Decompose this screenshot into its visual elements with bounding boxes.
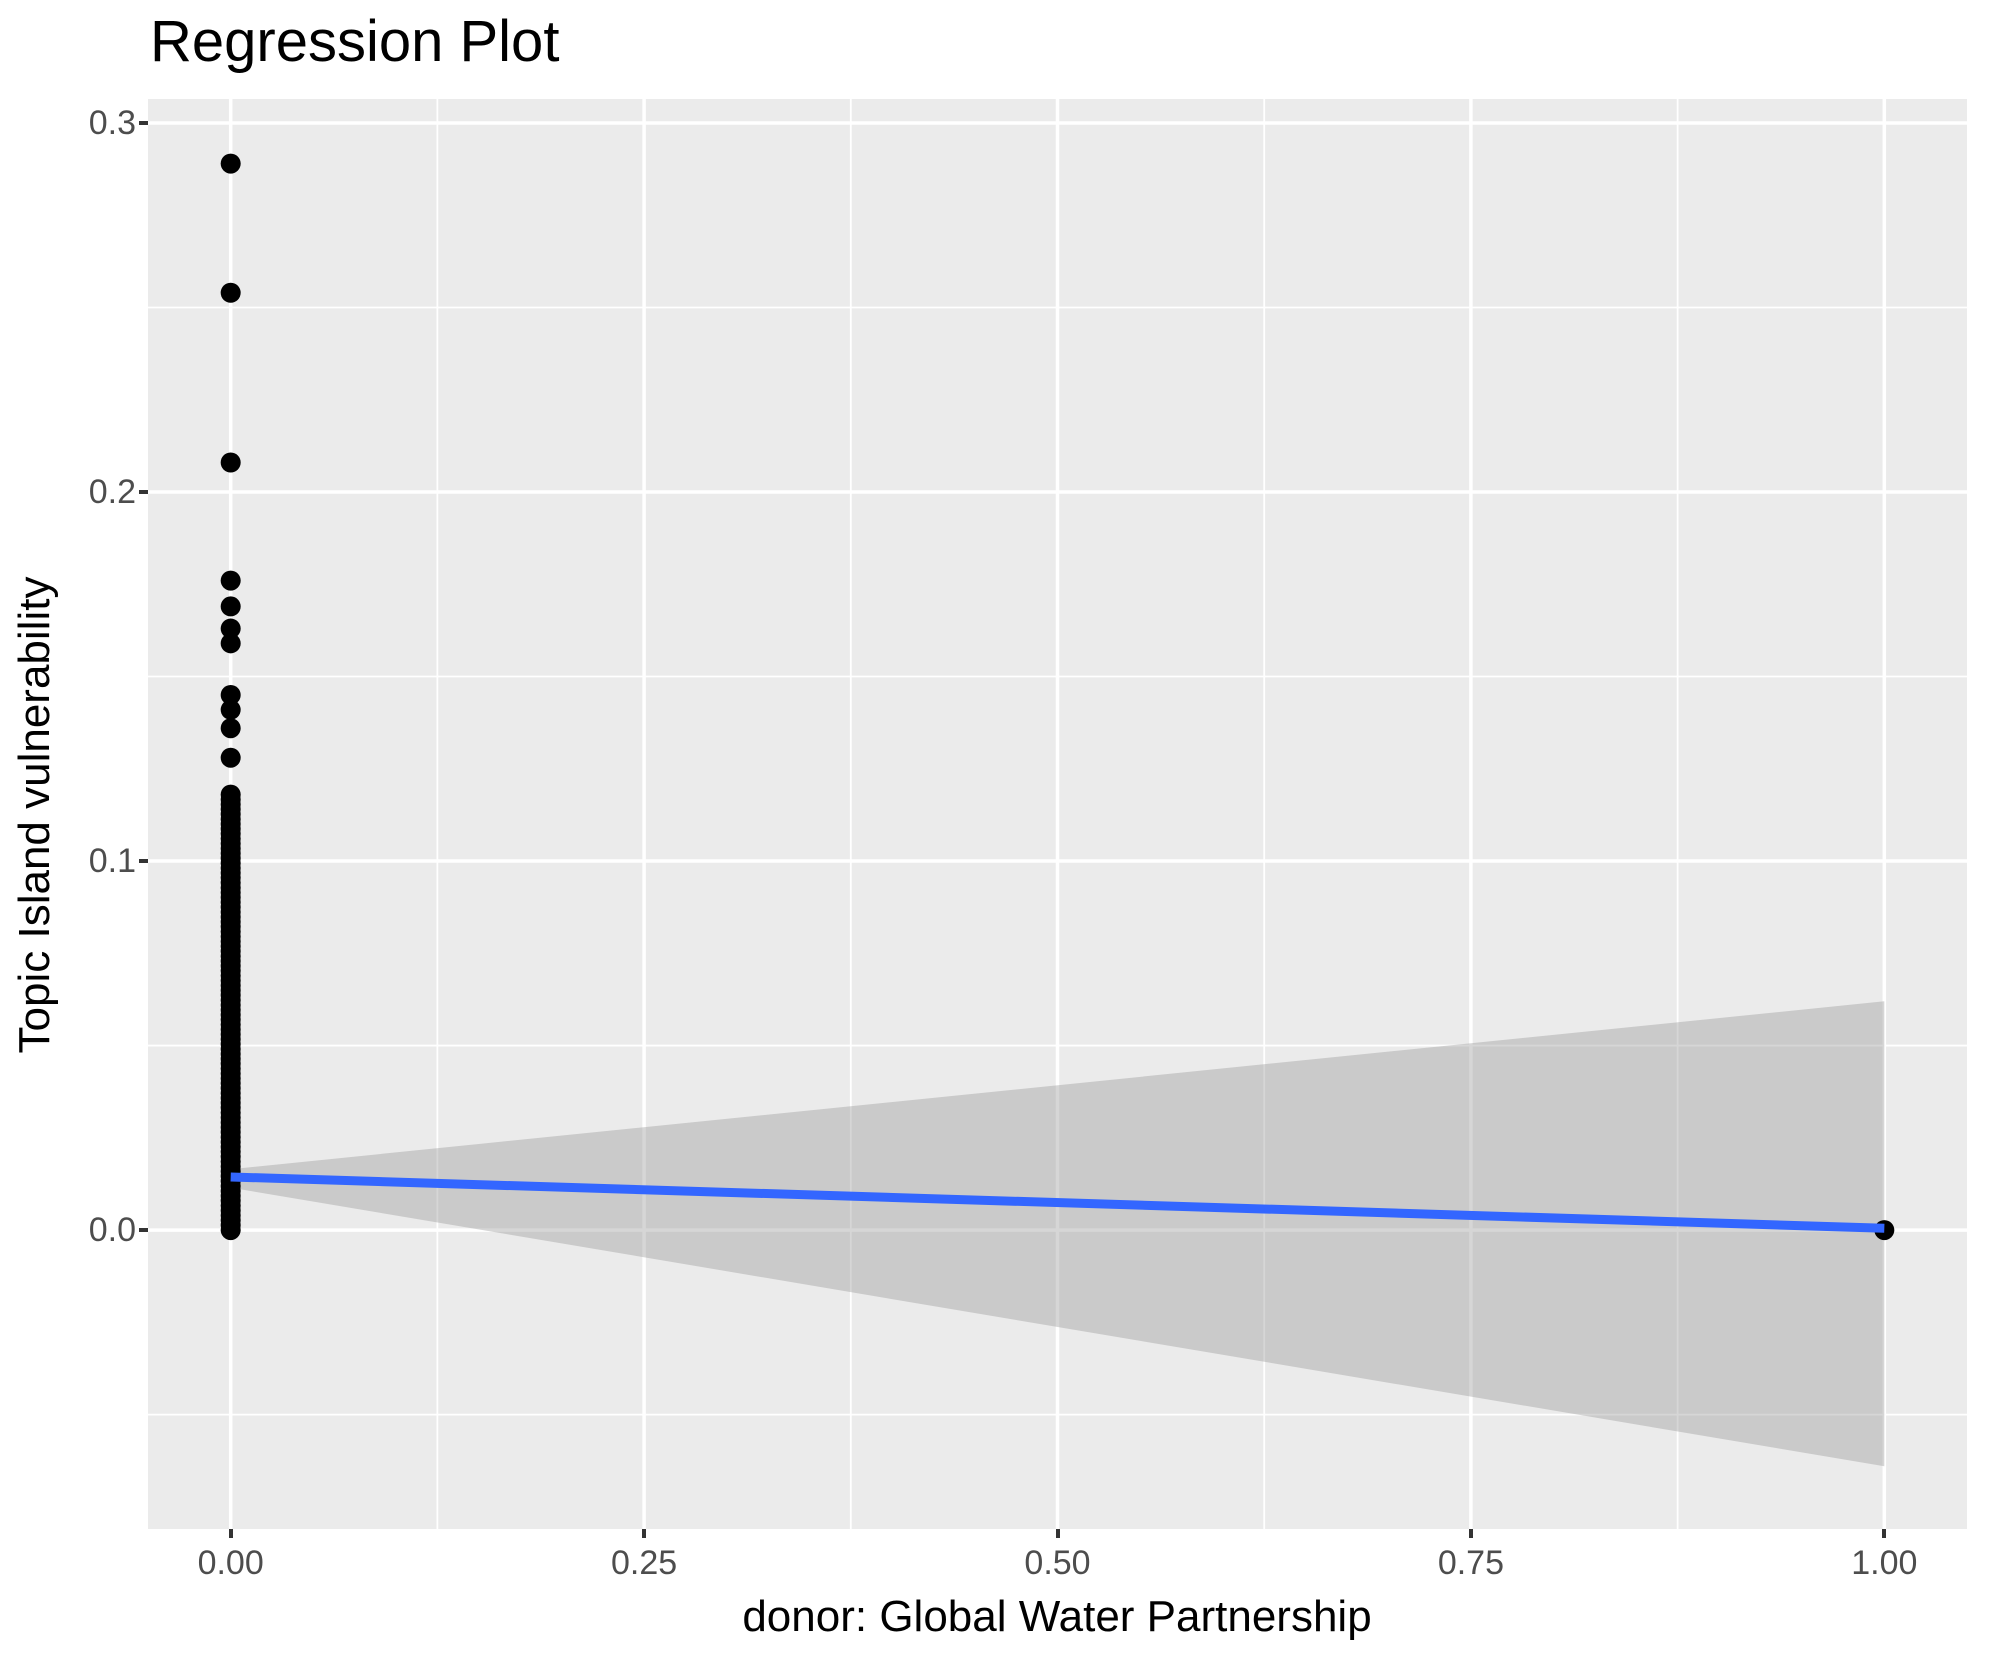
data-point [220,282,241,303]
y-tick-label: 0.0 [88,1211,136,1250]
x-tick-label: 0.75 [1437,1544,1504,1582]
x-tick-mark [1882,1529,1887,1538]
data-point [220,153,241,174]
data-point [220,570,241,591]
y-tick-mark [139,1228,148,1233]
data-point [220,784,241,805]
data-point [220,747,241,768]
data-point [220,618,241,639]
y-tick-label: 0.3 [88,103,136,142]
plot-canvas [148,99,1967,1529]
y-tick-label: 0.2 [88,473,136,512]
data-point [220,596,241,617]
x-tick-mark [1055,1529,1060,1538]
y-axis-title: Topic Island vulnerability [10,576,59,1054]
x-axis-title: donor: Global Water Partnership [742,1592,1372,1641]
data-point [220,718,241,739]
x-tick-label: 0.25 [610,1544,678,1582]
y-tick-label: 0.1 [88,842,136,881]
x-tick-mark [642,1529,647,1538]
x-tick-label: 1.00 [1851,1544,1918,1582]
confidence-band [230,1001,1885,1467]
x-tick-label: 0.00 [197,1544,264,1582]
scatter-points [220,153,1895,1241]
data-point [220,684,241,705]
regression-line [230,1172,1885,1233]
data-point [220,452,241,473]
y-tick-mark [139,120,148,125]
data-point [220,699,241,720]
y-tick-mark [139,490,148,495]
x-tick-mark [228,1529,233,1538]
y-tick-mark [139,859,148,864]
x-tick-mark [1468,1529,1473,1538]
x-tick-label: 0.50 [1024,1544,1091,1582]
page-title: Regression Plot [150,9,560,74]
plot-panel [148,99,1967,1529]
data-point [220,633,241,654]
